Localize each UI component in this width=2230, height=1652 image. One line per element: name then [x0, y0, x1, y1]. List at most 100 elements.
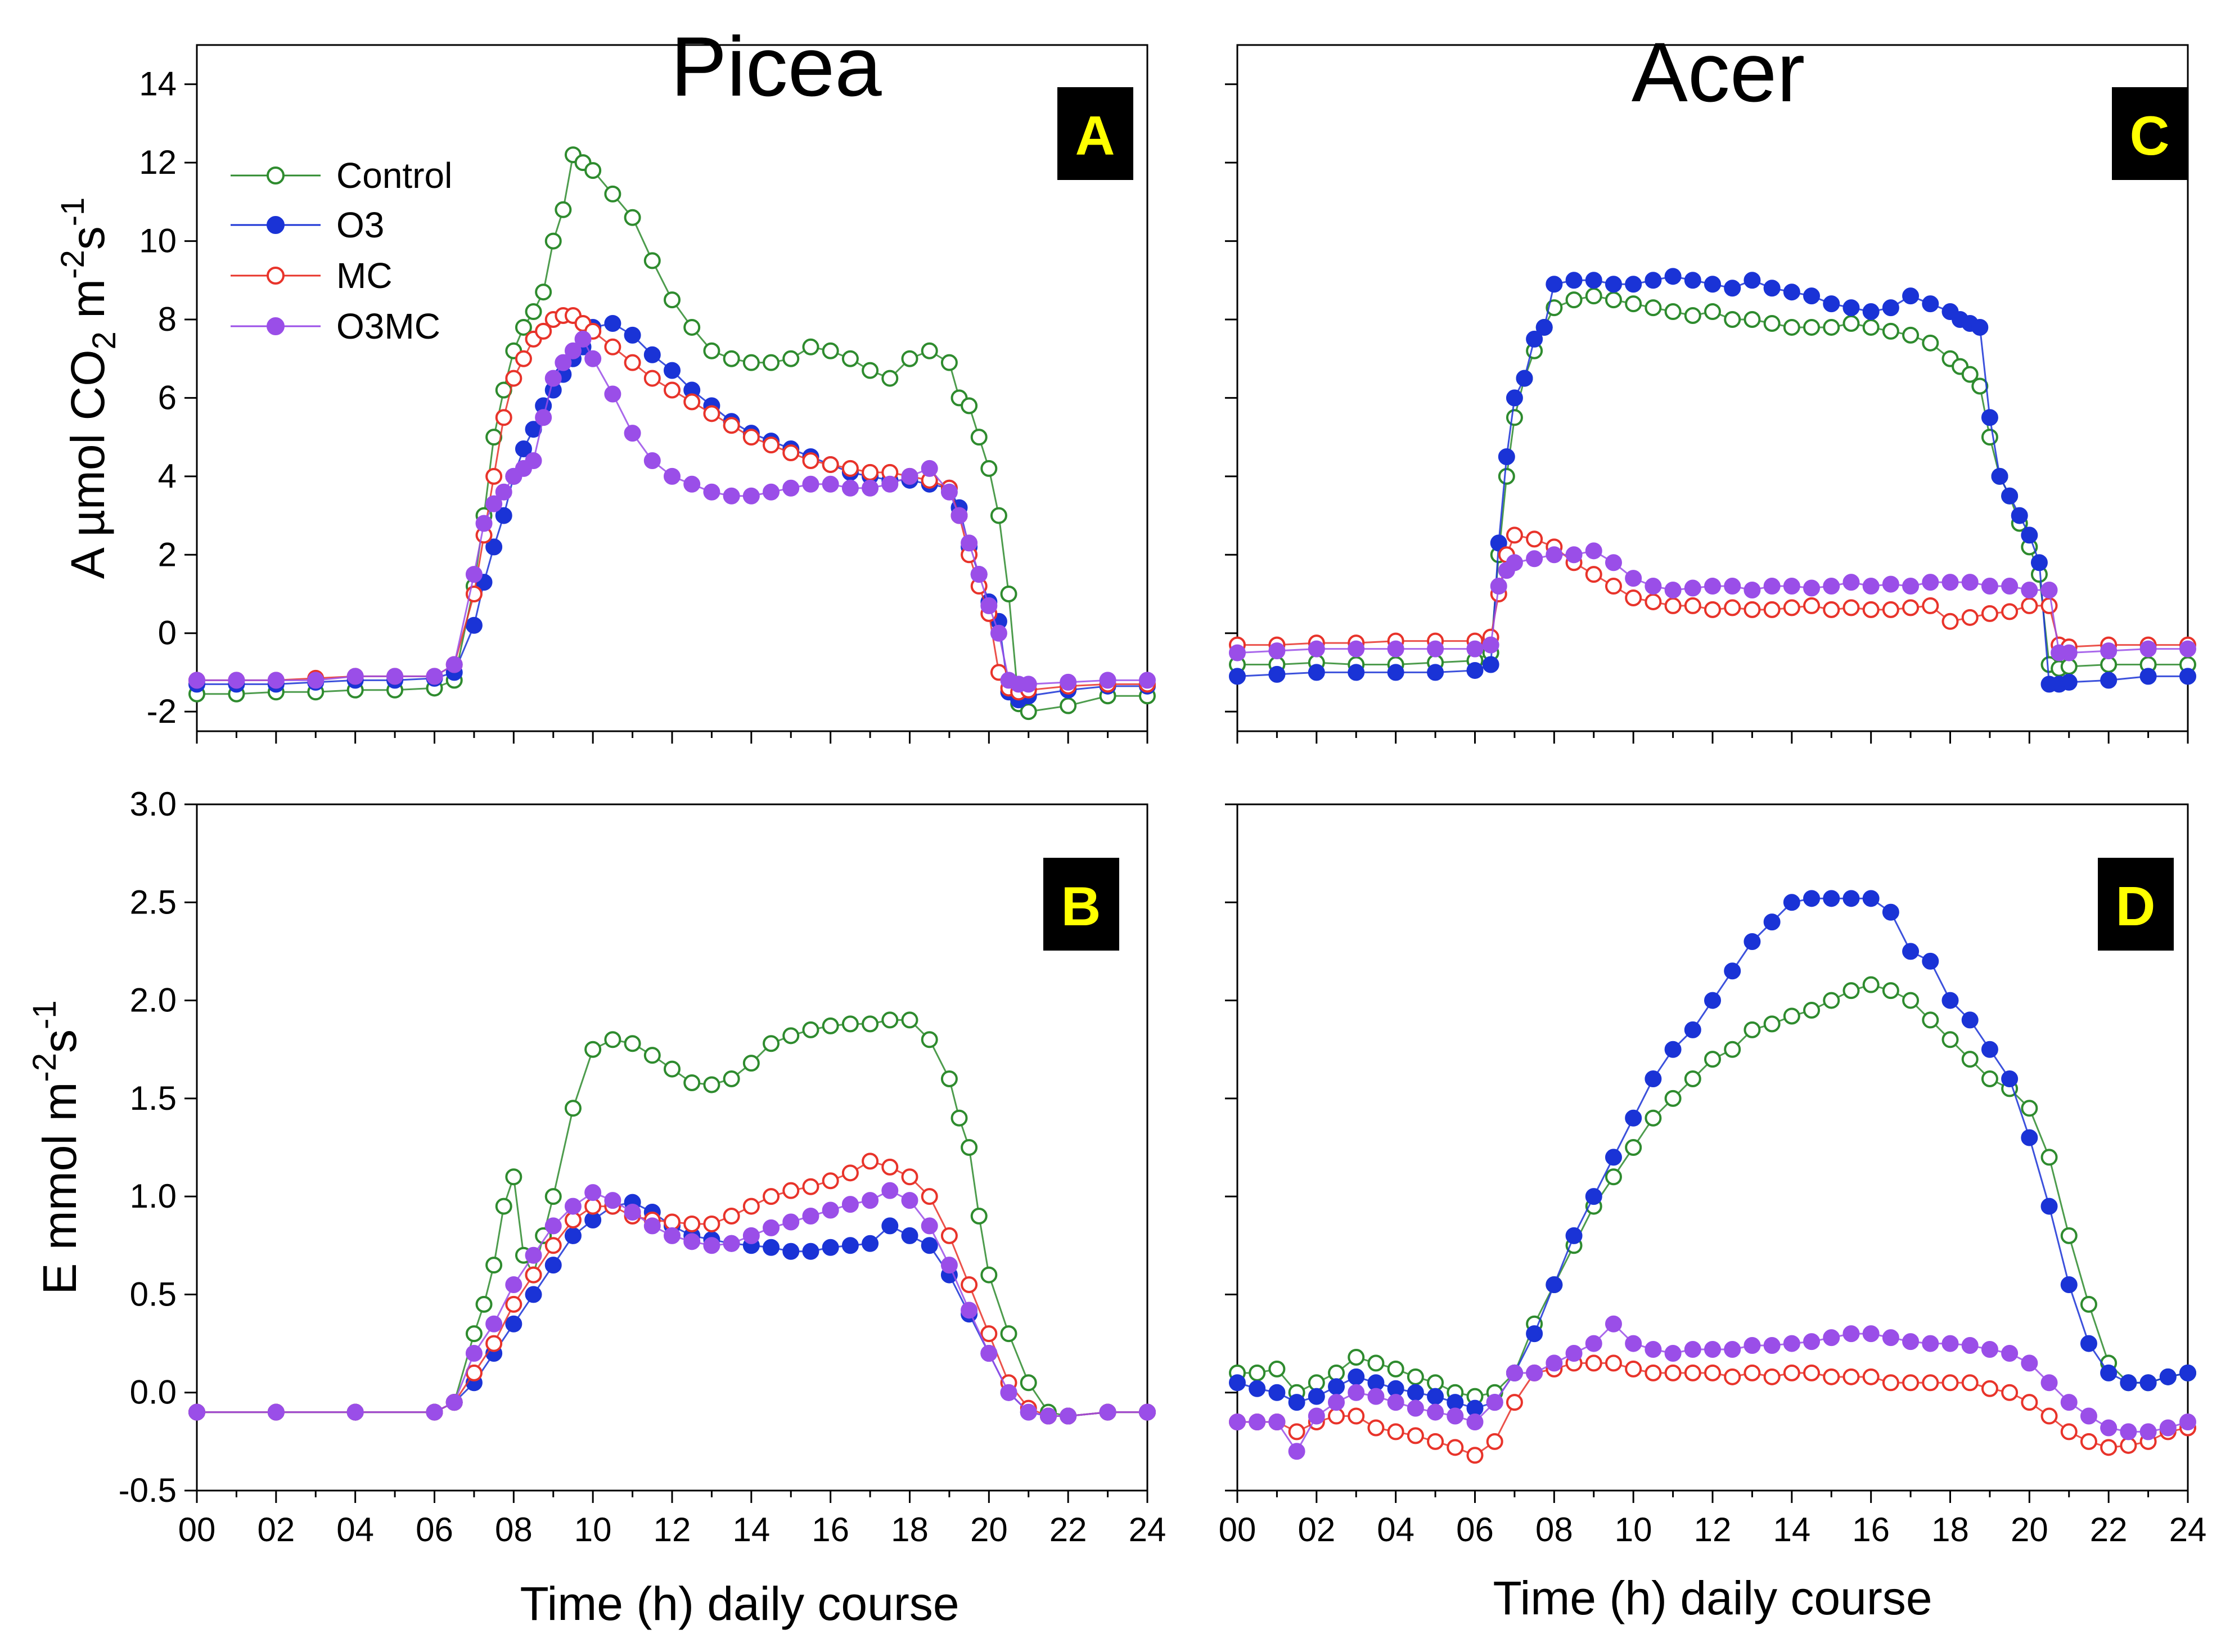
panel-a-label: A — [1075, 105, 1115, 166]
panel-b-point-o3mc — [584, 1184, 602, 1201]
panel-b-point-o3 — [505, 1315, 522, 1333]
panel-d-point-o3mc — [1922, 1335, 1939, 1352]
panel-a-series-control — [188, 146, 1156, 721]
panel-d-point-control — [1724, 1041, 1741, 1058]
panel-b-point-o3mc — [703, 1237, 720, 1254]
panel-c-point-o3mc — [2139, 640, 2157, 658]
panel-a-point-control — [525, 303, 542, 321]
panel-d-point-o3 — [1565, 1227, 1583, 1244]
legend: Control O3 MC O3MC — [231, 155, 452, 346]
panel-a-point-control — [881, 370, 899, 387]
panel-d-point-control — [1862, 976, 1880, 993]
panel-a-point-o3mc — [188, 672, 205, 689]
panel-c-point-o3 — [2139, 668, 2157, 685]
panel-b-point-mc — [862, 1153, 879, 1170]
panel-d-point-control — [2040, 1149, 2058, 1166]
panel-d-xtick-label: 02 — [1298, 1511, 1335, 1549]
panel-d-point-o3mc — [1744, 1337, 1761, 1354]
panel-a-point-o3mc — [525, 452, 542, 469]
panel-d-point-control — [2021, 1100, 2038, 1117]
panel-d-point-o3 — [1664, 1041, 1682, 1058]
panel-b-point-o3mc — [1139, 1403, 1156, 1421]
panel-a-point-o3mc — [228, 672, 245, 689]
panel-c-point-o3mc — [1882, 575, 1899, 593]
panel-a-ytick-label: 14 — [139, 65, 177, 103]
panel-c-point-o3 — [1763, 280, 1781, 297]
panel-d-xtick-label: 10 — [1615, 1511, 1652, 1549]
panel-c-point-o3mc — [1585, 542, 1602, 560]
panel-c-point-o3 — [1466, 661, 1484, 679]
panel-c-point-o3mc — [1490, 578, 1507, 595]
panel-a-point-o3mc — [881, 475, 899, 493]
panel-a-point-control — [862, 362, 879, 379]
panel-d-xtick-label: 18 — [1931, 1511, 1969, 1549]
panel-c-point-o3mc — [2001, 578, 2019, 595]
panel-a-point-o3 — [485, 538, 503, 556]
panel-b-series-control — [188, 1011, 1156, 1425]
panel-d-point-control — [1704, 1051, 1721, 1068]
panel-c-point-o3 — [1625, 276, 1642, 293]
panel-b-point-o3mc — [723, 1235, 740, 1252]
panel-b-point-mc — [525, 1266, 542, 1284]
panel-a-ytick-label: 10 — [139, 222, 177, 260]
panel-d-point-o3mc — [1308, 1407, 1325, 1425]
panel-b-point-control — [643, 1047, 661, 1064]
panel-a-ytick-label: 12 — [139, 143, 177, 181]
panel-d-point-o3mc — [1941, 1335, 1959, 1352]
panel-a-label-box — [1057, 87, 1133, 180]
panel-a-point-o3mc — [544, 370, 562, 387]
panel-a-point-mc — [505, 370, 522, 387]
panel-d-point-o3 — [1763, 913, 1781, 931]
panel-d-point-mc — [2060, 1423, 2078, 1441]
panel-c-point-o3 — [2011, 507, 2028, 524]
panel-d-point-mc — [1803, 1364, 1821, 1381]
panel-d-point-control — [1268, 1360, 1286, 1378]
legend-label-o3mc: O3MC — [336, 306, 440, 346]
panel-d-point-o3mc — [1585, 1335, 1602, 1352]
panel-d-point-o3 — [2060, 1276, 2078, 1293]
panel-a-point-o3mc — [465, 566, 483, 583]
panel-a-point-control — [802, 338, 819, 355]
panel-c-point-o3mc — [1427, 640, 1444, 658]
panel-c-point-o3 — [1862, 303, 1880, 321]
panel-c-point-o3 — [2001, 487, 2019, 505]
panel-d-point-mc — [1704, 1364, 1721, 1381]
panel-a-point-o3mc — [940, 483, 958, 501]
panel-b-point-o3mc — [862, 1192, 879, 1209]
panel-d-point-mc — [1387, 1423, 1404, 1441]
panel-d-point-o3mc — [1486, 1394, 1503, 1411]
panel-d: 00 02 04 06 08 10 12 14 16 18 20 22 24 D Time (h) da… — [1219, 803, 2207, 1624]
panel-c-point-o3mc — [1605, 554, 1622, 571]
panel-b-point-control — [980, 1266, 998, 1284]
panel-c-point-o3 — [1823, 295, 1840, 313]
panel-c-point-o3mc — [1229, 644, 1246, 661]
panel-d-point-o3mc — [1645, 1341, 1662, 1358]
legend-entry-o3: O3 — [231, 205, 384, 245]
panel-b-xtick-label: 12 — [654, 1511, 691, 1549]
panel-d-xtick-label: 24 — [2169, 1511, 2207, 1549]
panel-d-point-o3mc — [1724, 1341, 1741, 1358]
panel-d-point-control — [1625, 1139, 1642, 1156]
panel-a-point-o3mc — [970, 566, 988, 583]
panel-a-point-mc — [723, 417, 740, 434]
panel-b-point-control — [465, 1325, 483, 1343]
panel-a-point-mc — [822, 456, 839, 473]
panel-c-point-mc — [1724, 599, 1741, 616]
panel-d-point-o3 — [2001, 1070, 2019, 1087]
panel-b-point-o3mc — [465, 1345, 483, 1362]
panel-d-point-mc — [1625, 1360, 1642, 1378]
panel-d-point-o3mc — [2021, 1354, 2038, 1372]
panel-d-point-o3 — [1684, 1021, 1701, 1038]
panel-a-point-o3mc — [703, 483, 720, 501]
panel-d-point-o3 — [1941, 992, 1959, 1009]
panel-d-point-o3 — [1308, 1388, 1325, 1405]
panel-c-point-o3mc — [2060, 644, 2078, 661]
panel-c-point-o3mc — [1724, 578, 1741, 595]
panel-b-point-mc — [822, 1172, 839, 1190]
panel-c-point-o3 — [1229, 668, 1246, 685]
panel-b-point-o3mc — [1060, 1407, 1077, 1425]
panel-c-point-mc — [1902, 599, 1920, 616]
panel-b-point-o3mc — [742, 1227, 760, 1244]
panel-d-point-mc — [2100, 1439, 2118, 1456]
panel-a-point-mc — [604, 338, 621, 355]
